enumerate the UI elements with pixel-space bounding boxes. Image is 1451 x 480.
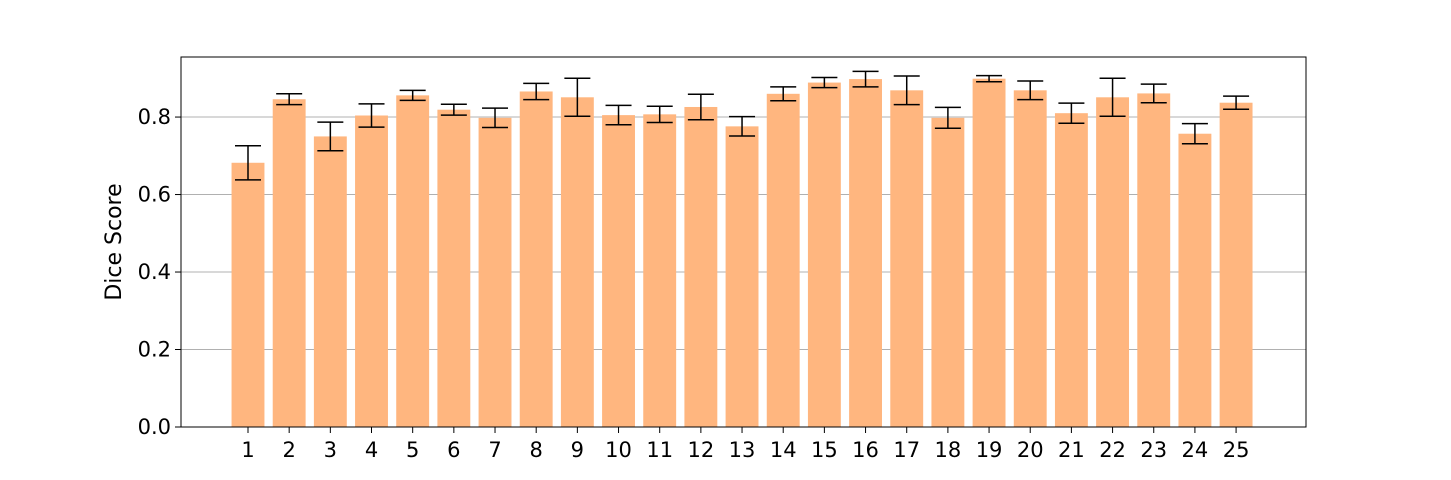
x-tick-label: 5 — [406, 438, 419, 462]
x-tick-label: 19 — [976, 438, 1003, 462]
bar-18 — [931, 117, 965, 428]
error-bar-10 — [605, 104, 632, 126]
y-tick-label: 0.2 — [138, 338, 171, 362]
error-bar-12 — [687, 93, 714, 121]
y-tick-label: 0.4 — [138, 260, 171, 284]
x-tick-label: 1 — [241, 438, 254, 462]
error-bar-3 — [317, 121, 344, 152]
error-bars — [235, 70, 1250, 181]
x-tick-label: 3 — [324, 438, 337, 462]
error-bar-25 — [1223, 95, 1250, 111]
x-tick-label: 23 — [1140, 438, 1167, 462]
x-tick-label: 8 — [530, 438, 543, 462]
error-bar-15 — [811, 76, 838, 89]
error-bar-17 — [893, 75, 920, 106]
x-tick-label: 12 — [688, 438, 715, 462]
x-tick-label: 4 — [365, 438, 378, 462]
bar-4 — [355, 115, 388, 427]
error-bar-23 — [1140, 83, 1167, 104]
bar-21 — [1054, 113, 1088, 427]
error-bar-24 — [1181, 122, 1208, 145]
bar-11 — [643, 114, 677, 427]
y-tick-label: 0.0 — [138, 415, 171, 439]
bar-8 — [519, 91, 553, 427]
bar-25 — [1219, 102, 1253, 427]
bar-16 — [849, 79, 882, 427]
error-bar-1 — [235, 144, 261, 181]
bar-19 — [972, 78, 1006, 427]
x-tick-label: 15 — [811, 438, 838, 462]
error-bar-19 — [976, 74, 1003, 83]
error-bar-6 — [440, 103, 467, 116]
bar-13 — [725, 126, 759, 428]
x-tick-label: 13 — [729, 438, 756, 462]
x-tick-label: 14 — [770, 438, 797, 462]
y-tick-label: 0.6 — [138, 183, 171, 207]
x-tick-label: 6 — [447, 438, 460, 462]
error-bar-20 — [1017, 80, 1044, 101]
x-tick-label: 16 — [852, 438, 879, 462]
bar-5 — [396, 95, 430, 427]
bar-24 — [1178, 133, 1212, 427]
error-bar-5 — [399, 89, 426, 102]
error-bar-21 — [1058, 102, 1085, 125]
error-bar-8 — [523, 82, 550, 101]
bar-14 — [766, 93, 800, 428]
x-tick-label: 17 — [893, 438, 920, 462]
error-bar-7 — [482, 107, 509, 129]
error-bar-2 — [276, 93, 303, 106]
bars — [231, 78, 1253, 428]
error-bar-18 — [934, 106, 961, 130]
x-tick-label: 9 — [571, 438, 584, 462]
error-bar-22 — [1099, 77, 1126, 118]
bar-23 — [1137, 93, 1171, 427]
bar-17 — [890, 90, 924, 428]
bar-10 — [602, 115, 635, 428]
bar-7 — [478, 117, 512, 428]
error-bar-9 — [564, 77, 591, 118]
bar-3 — [313, 136, 347, 428]
error-bar-13 — [729, 115, 756, 137]
bar-9 — [560, 97, 594, 428]
plot-frame — [180, 56, 1307, 428]
y-axis-ticks: 0.0 0.2 0.4 0.6 0.8 — [138, 105, 181, 439]
bar-6 — [437, 109, 471, 427]
x-tick-label: 2 — [282, 438, 295, 462]
x-tick-label: 18 — [935, 438, 962, 462]
bar-1 — [231, 162, 265, 427]
y-axis-label: Dice Score — [102, 183, 127, 300]
x-tick-label: 22 — [1099, 438, 1126, 462]
x-tick-label: 24 — [1182, 438, 1209, 462]
error-bar-11 — [646, 105, 673, 124]
bar-2 — [272, 99, 306, 427]
bar-22 — [1096, 97, 1130, 428]
bar-15 — [807, 82, 841, 427]
x-tick-label: 10 — [605, 438, 632, 462]
y-tick-label: 0.8 — [138, 105, 171, 129]
x-tick-label: 11 — [646, 438, 673, 462]
bar-20 — [1013, 90, 1047, 428]
x-tick-label: 21 — [1058, 438, 1085, 462]
x-tick-label: 25 — [1223, 438, 1250, 462]
x-tick-label: 7 — [488, 438, 501, 462]
error-bar-14 — [770, 86, 797, 102]
x-axis-ticks: 1 2 3 4 5 6 7 8 9 10 11 12 13 14 15 16 17 18 19 20 21 22 23 24 2… — [241, 427, 1249, 462]
error-bar-16 — [852, 70, 879, 88]
error-bar-4 — [358, 103, 385, 128]
x-tick-label: 20 — [1017, 438, 1044, 462]
bar-12 — [684, 106, 718, 427]
